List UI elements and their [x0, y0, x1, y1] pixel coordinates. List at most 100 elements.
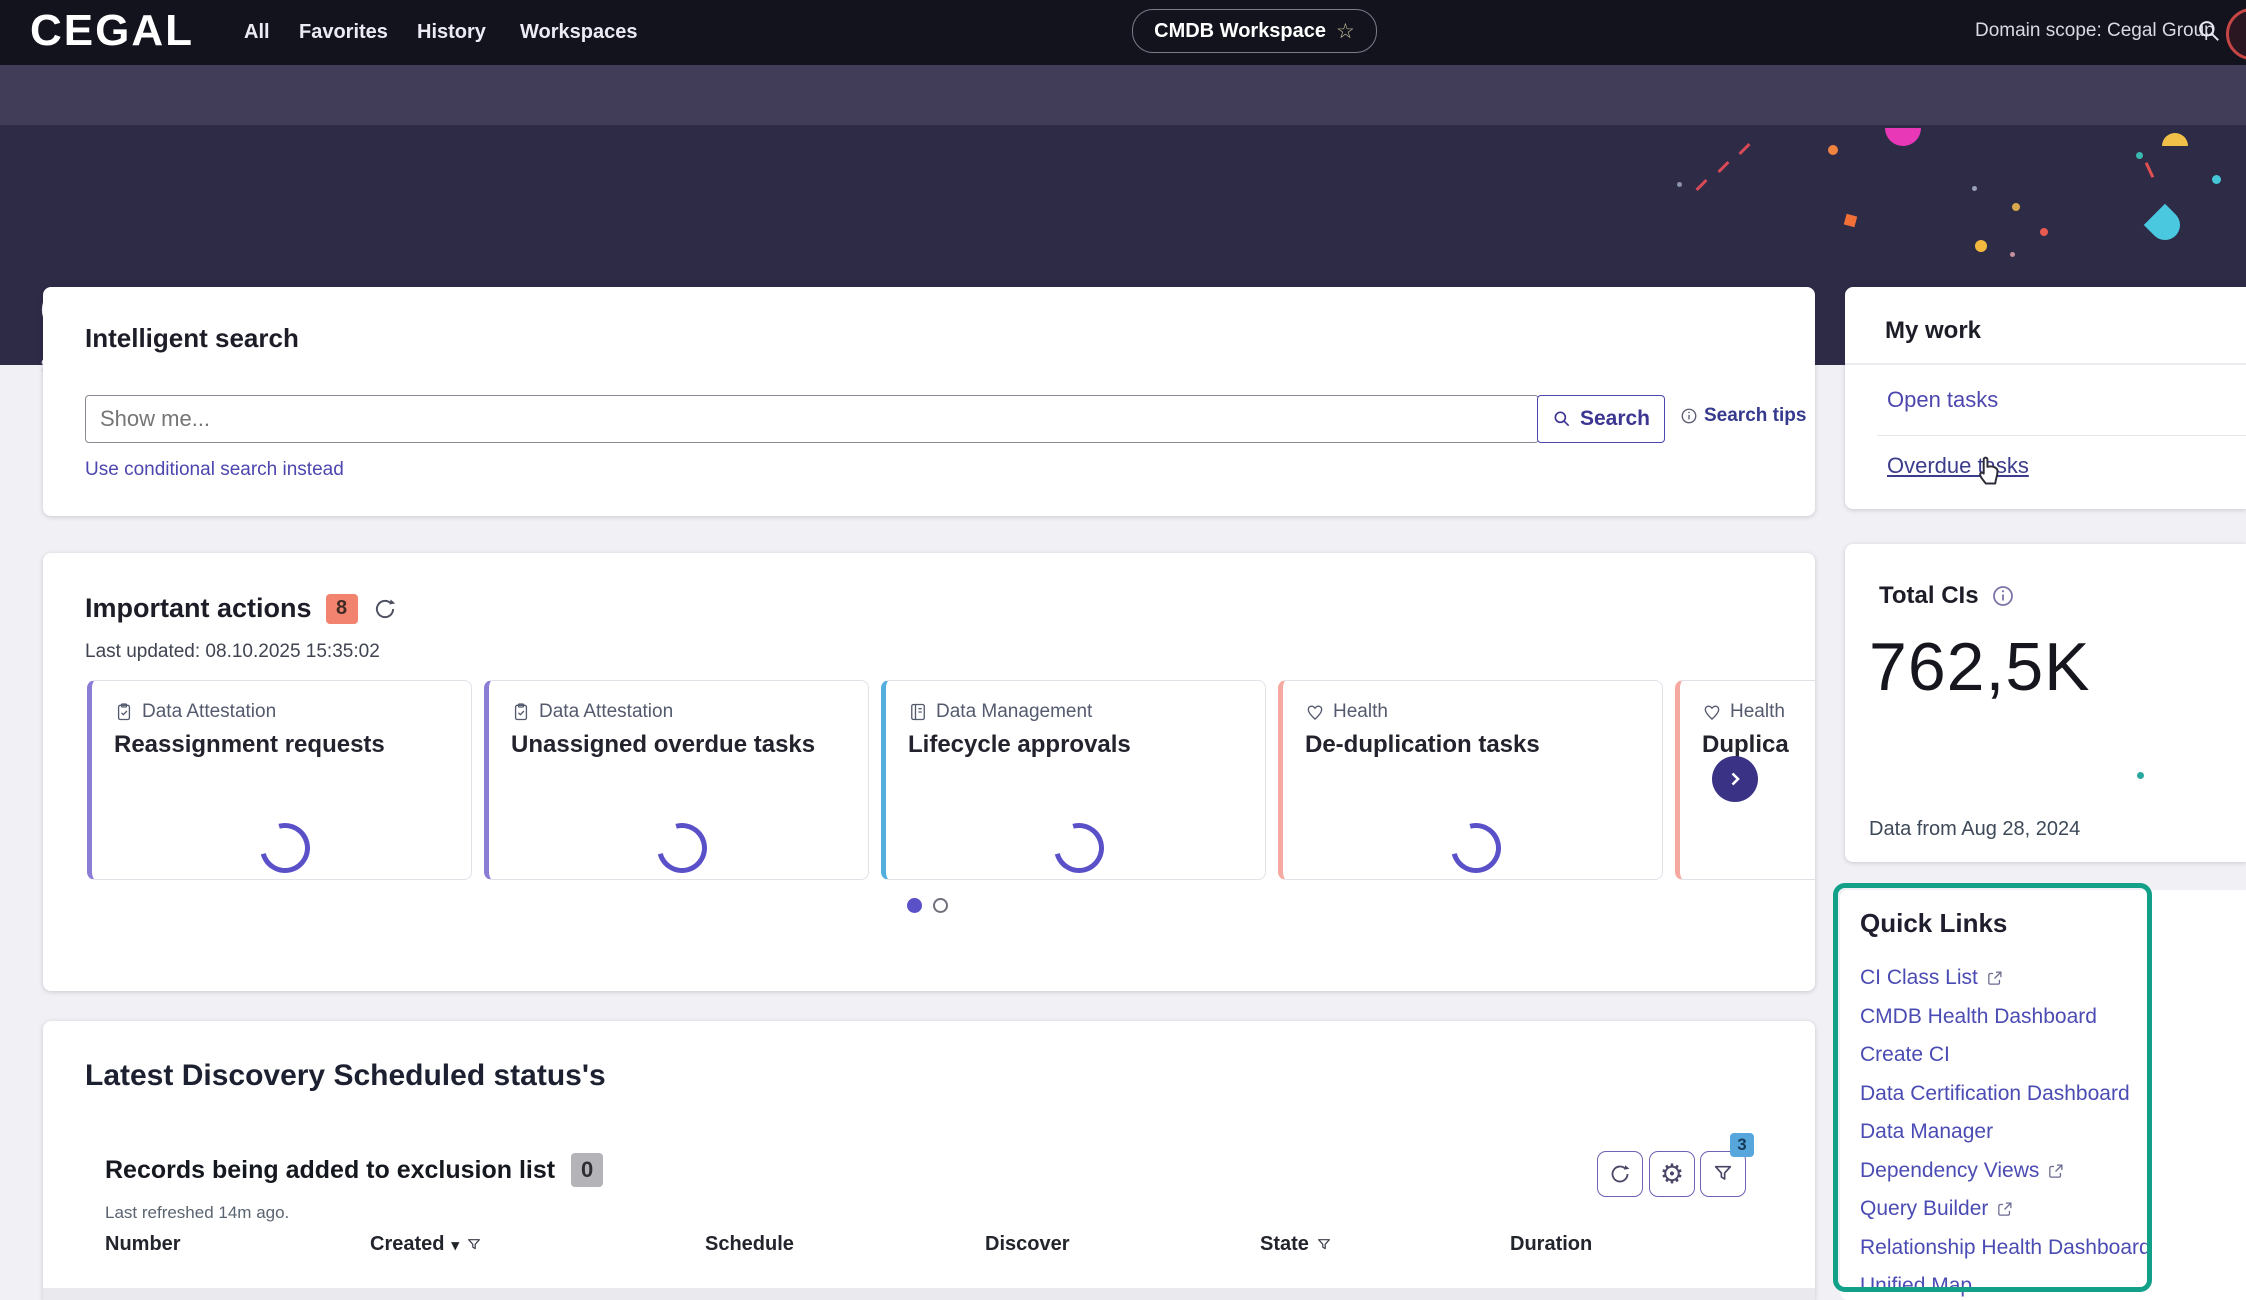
action-card-category: Data Attestation: [539, 701, 674, 722]
funnel-icon: [468, 1238, 480, 1249]
confetti-pink-semicircle: [1885, 128, 1921, 146]
quick-link-query-builder[interactable]: Query Builder: [1860, 1197, 2013, 1221]
action-card-de-duplication-tasks[interactable]: Health De-duplication tasks: [1278, 680, 1663, 880]
chevron-right-icon: [1731, 772, 1740, 786]
quick-link-unified-map[interactable]: Unified Map: [1860, 1274, 1973, 1297]
action-card-title: Reassignment requests: [114, 731, 385, 758]
column-header-number[interactable]: Number: [105, 1233, 181, 1255]
filter-button[interactable]: [1700, 1151, 1746, 1197]
confetti-dot: [1972, 186, 1977, 191]
action-card-duplicate[interactable]: Health Duplica: [1675, 680, 1815, 880]
column-header-created[interactable]: Created ▾: [370, 1233, 482, 1256]
quick-link-ci-class-list[interactable]: CI Class List: [1860, 966, 2003, 990]
sparkline-dot: [2137, 772, 2144, 779]
column-header-discover[interactable]: Discover: [985, 1233, 1070, 1255]
action-card-category: Health: [1730, 701, 1785, 722]
external-link-icon: [1988, 970, 2002, 985]
quick-link-cmdb-health-dashboard[interactable]: CMDB Health Dashboard: [1860, 1005, 2097, 1028]
settings-button[interactable]: ⚙: [1649, 1151, 1695, 1197]
important-actions-count-badge: 8: [325, 593, 358, 624]
action-card-title: De-duplication tasks: [1305, 731, 1540, 758]
my-work-card: My work Open tasks Overdue tasks: [1845, 287, 2246, 509]
discovery-title: Latest Discovery Scheduled status's: [85, 1059, 606, 1092]
carousel-next-button[interactable]: [1712, 756, 1758, 802]
latest-discovery-card: Latest Discovery Scheduled status's Reco…: [43, 1021, 1815, 1300]
total-cis-title: Total CIs: [1879, 582, 1979, 609]
intelligent-search-title: Intelligent search: [85, 323, 299, 353]
nav-history[interactable]: History: [417, 21, 486, 43]
nav-all[interactable]: All: [244, 21, 270, 43]
refresh-list-button[interactable]: [1597, 1151, 1643, 1197]
table-row: [43, 1288, 1815, 1300]
conditional-search-link[interactable]: Use conditional search instead: [85, 459, 344, 480]
open-tasks-link[interactable]: Open tasks: [1887, 387, 1999, 412]
refresh-icon: [1611, 1165, 1630, 1183]
refresh-icon[interactable]: [372, 596, 398, 622]
column-header-label: Created: [370, 1233, 445, 1255]
search-tips-link[interactable]: Search tips: [1680, 405, 1806, 427]
action-card-category: Health: [1333, 701, 1388, 722]
column-header-duration[interactable]: Duration: [1510, 1233, 1593, 1255]
confetti-dash: [1717, 160, 1730, 174]
confetti-dot: [2212, 175, 2221, 184]
quick-link-dependency-views[interactable]: Dependency Views: [1860, 1159, 2064, 1183]
workspace-pill[interactable]: CMDB Workspace ☆: [1132, 9, 1377, 53]
workspace-pill-label: CMDB Workspace: [1154, 19, 1327, 42]
intelligent-search-card: Intelligent search Search Search tips Us…: [43, 287, 1815, 516]
action-card-lifecycle-approvals[interactable]: Data Management Lifecycle approvals: [881, 680, 1266, 880]
nav-workspaces[interactable]: Workspaces: [520, 21, 638, 43]
workspace-tabs: Home My Work CMDB 360 Insights Managemen…: [0, 65, 2246, 190]
overdue-tasks-link[interactable]: Overdue tasks: [1887, 453, 2029, 478]
cegal-logo[interactable]: CEGAL: [30, 6, 194, 55]
loading-spinner: [647, 813, 717, 879]
search-button-label: Search: [1579, 407, 1651, 430]
nav-favorites[interactable]: Favorites: [299, 21, 388, 43]
quick-link-data-certification-dashboard[interactable]: Data Certification Dashboard: [1860, 1082, 2130, 1105]
search-button[interactable]: Search: [1537, 395, 1665, 443]
my-work-title: My work: [1885, 317, 1982, 344]
confetti-dot: [1677, 182, 1682, 187]
user-avatar[interactable]: [2226, 8, 2246, 60]
search-icon[interactable]: [2196, 18, 2222, 44]
carousel-dot-active[interactable]: [907, 898, 922, 913]
action-card-title: Lifecycle approvals: [908, 731, 1131, 758]
quick-link-label: Query Builder: [1860, 1197, 1989, 1220]
loading-spinner: [1044, 813, 1114, 879]
carousel-dot[interactable]: [933, 898, 948, 913]
action-card-reassignment-requests[interactable]: Data Attestation Reassignment requests: [87, 680, 472, 880]
quick-links-title: Quick Links: [1860, 908, 2008, 938]
divider: [1845, 363, 2246, 365]
quick-link-label: Dependency Views: [1860, 1159, 2040, 1182]
sort-desc-icon: ▾: [451, 1236, 460, 1254]
heart-icon: [1702, 702, 1722, 722]
loading-spinner: [250, 813, 320, 879]
quick-links-card: Quick Links CI Class List CMDB Health Da…: [1840, 890, 2246, 1300]
divider: [1877, 435, 2246, 436]
quick-link-data-manager[interactable]: Data Manager: [1860, 1120, 1994, 1143]
quick-link-label: CI Class List: [1860, 966, 1978, 989]
column-header-state[interactable]: State: [1260, 1233, 1332, 1256]
column-header-schedule[interactable]: Schedule: [705, 1233, 794, 1255]
favorite-star-icon[interactable]: ☆: [1336, 19, 1355, 43]
confetti-fan: [2143, 203, 2187, 247]
search-input[interactable]: [85, 395, 1539, 443]
column-header-label: State: [1260, 1233, 1309, 1255]
important-actions-title: Important actions: [85, 593, 312, 623]
info-icon[interactable]: [1991, 584, 2015, 608]
external-link-icon: [2049, 1163, 2063, 1178]
confetti-dot: [1975, 240, 1987, 252]
external-link-icon: [1998, 1201, 2012, 1216]
search-tips-label: Search tips: [1704, 405, 1807, 426]
action-card-title: Duplica: [1702, 731, 1789, 758]
quick-link-create-ci[interactable]: Create CI: [1860, 1043, 1950, 1066]
funnel-icon: [1714, 1165, 1732, 1180]
clipboard-icon: [511, 702, 531, 722]
quick-link-relationship-health-dashboard[interactable]: Relationship Health Dashboard: [1860, 1236, 2151, 1259]
confetti-dot: [2012, 203, 2020, 211]
action-card-category: Data Management: [936, 701, 1093, 722]
action-card-unassigned-overdue-tasks[interactable]: Data Attestation Unassigned overdue task…: [484, 680, 869, 880]
clipboard-icon: [114, 702, 134, 722]
gear-icon: ⚙: [1659, 1158, 1685, 1189]
confetti-square: [1843, 213, 1858, 228]
